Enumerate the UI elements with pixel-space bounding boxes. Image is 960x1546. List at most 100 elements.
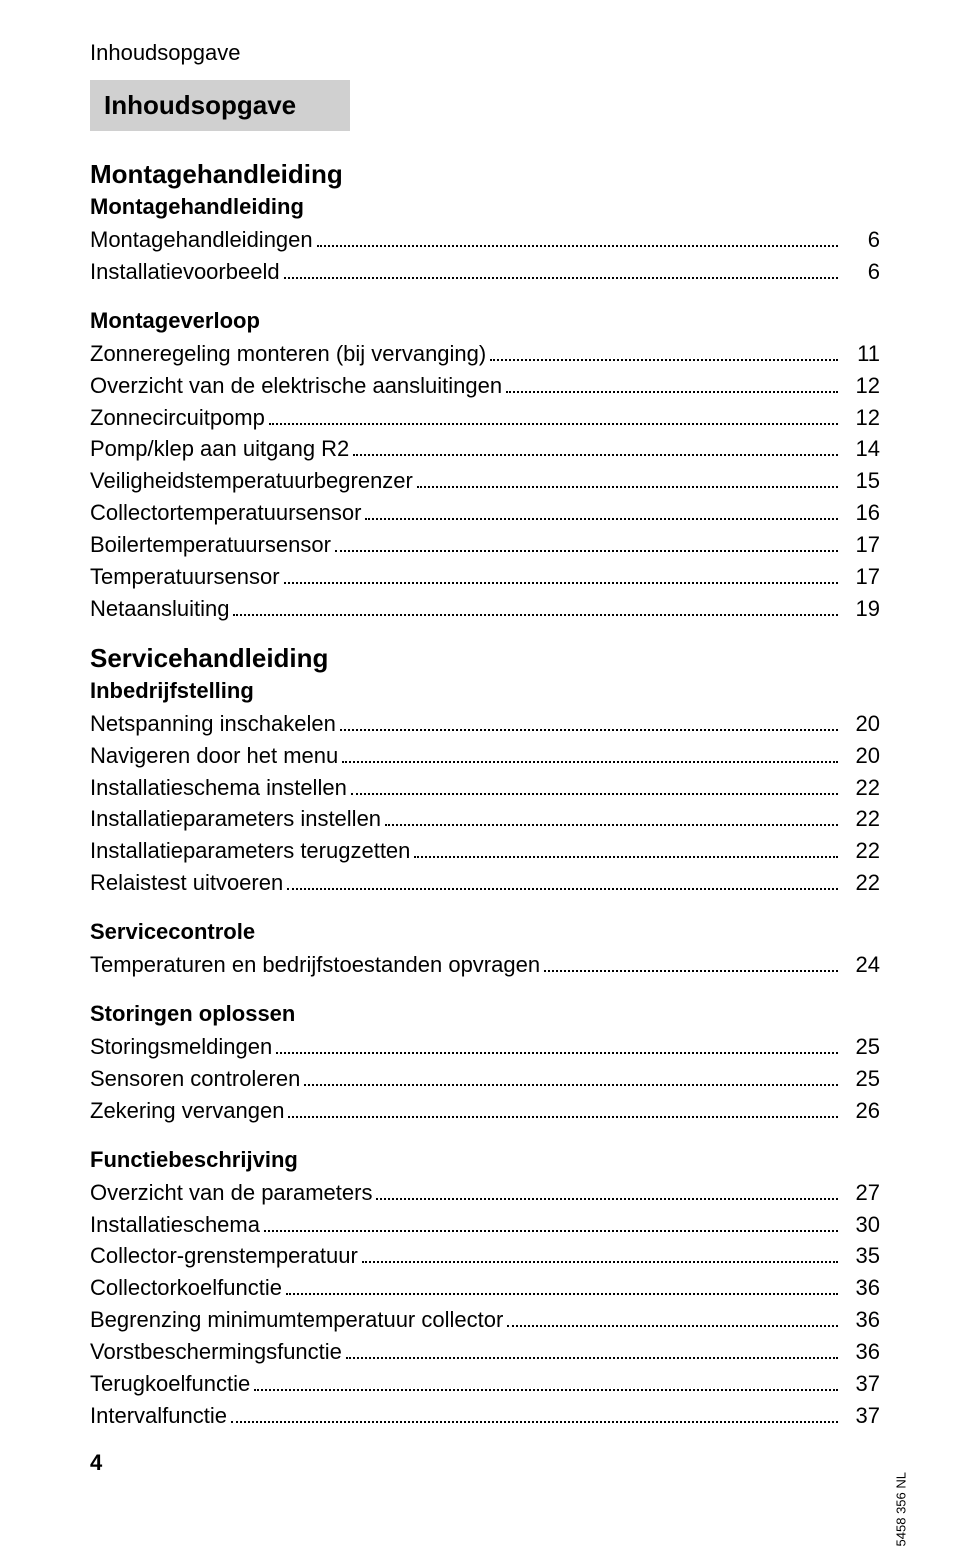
toc-label: Storingsmeldingen — [90, 1031, 272, 1063]
doc-code: 5458 356 NL — [893, 1472, 908, 1546]
toc-dots — [365, 518, 838, 520]
toc-line: Boilertemperatuursensor 17 — [90, 529, 880, 561]
toc-page: 22 — [844, 867, 880, 899]
toc-label: Sensoren controleren — [90, 1063, 300, 1095]
toc-label: Terugkoelfunctie — [90, 1368, 250, 1400]
toc-label: Netaansluiting — [90, 593, 229, 625]
toc-line: Terugkoelfunctie 37 — [90, 1368, 880, 1400]
toc-label: Installatieparameters terugzetten — [90, 835, 410, 867]
toc-line: Installatieparameters instellen 22 — [90, 803, 880, 835]
toc-page: 17 — [844, 529, 880, 561]
page-header: Inhoudsopgave — [90, 40, 880, 66]
toc-dots — [284, 277, 838, 279]
toc-dots — [340, 729, 838, 731]
toc-dots — [414, 856, 838, 858]
toc-dots — [506, 391, 838, 393]
toc-page: 22 — [844, 803, 880, 835]
toc-page: 36 — [844, 1336, 880, 1368]
toc-page: 17 — [844, 561, 880, 593]
page-number: 4 — [90, 1450, 102, 1476]
toc-dots — [490, 359, 838, 361]
toc-page: 36 — [844, 1304, 880, 1336]
toc-label: Veiligheidstemperatuurbegrenzer — [90, 465, 413, 497]
toc-page: 16 — [844, 497, 880, 529]
toc-dots — [385, 824, 838, 826]
toc-line: Installatievoorbeeld6 — [90, 256, 880, 288]
toc-line: Collectortemperatuursensor16 — [90, 497, 880, 529]
toc-dots — [284, 582, 838, 584]
toc-dots — [264, 1230, 838, 1232]
toc-label: Netspanning inschakelen — [90, 708, 336, 740]
toc-page: 24 — [844, 949, 880, 981]
toc-line: Temperaturen en bedrijfstoestanden opvra… — [90, 949, 880, 981]
toc-label: Installatievoorbeeld — [90, 256, 280, 288]
toc-line: Veiligheidstemperatuurbegrenzer 15 — [90, 465, 880, 497]
toc-line: Netaansluiting 19 — [90, 593, 880, 625]
toc-page: 25 — [844, 1031, 880, 1063]
toc-line: Zekering vervangen26 — [90, 1095, 880, 1127]
toc-line: Intervalfunctie37 — [90, 1400, 880, 1432]
toc-line: Begrenzing minimumtemperatuur collector 3… — [90, 1304, 880, 1336]
toc-line: Pomp/klep aan uitgang R2 14 — [90, 433, 880, 465]
toc-line: Zonneregeling monteren (bij vervanging)1… — [90, 338, 880, 370]
toc-line: Installatieparameters terugzetten 22 — [90, 835, 880, 867]
toc-label: Montagehandleidingen — [90, 224, 313, 256]
toc-line: Navigeren door het menu20 — [90, 740, 880, 772]
toc-page: 14 — [844, 433, 880, 465]
toc-dots — [254, 1389, 838, 1391]
toc-page: 22 — [844, 772, 880, 804]
toc-line: Temperatuursensor 17 — [90, 561, 880, 593]
toc-label: Collectorkoelfunctie — [90, 1272, 282, 1304]
toc-page: 22 — [844, 835, 880, 867]
toc-line: Storingsmeldingen 25 — [90, 1031, 880, 1063]
toc-page: 6 — [844, 224, 880, 256]
toc-label: Zonnecircuitpomp — [90, 402, 265, 434]
toc-label: Installatieschema — [90, 1209, 260, 1241]
toc-line: Relaistest uitvoeren 22 — [90, 867, 880, 899]
toc-label: Temperaturen en bedrijfstoestanden opvra… — [90, 949, 540, 981]
toc-dots — [342, 761, 838, 763]
toc-dots — [544, 970, 838, 972]
sub-heading: Functiebeschrijving — [90, 1147, 880, 1173]
toc-label: Boilertemperatuursensor — [90, 529, 331, 561]
toc-line: Installatieschema 30 — [90, 1209, 880, 1241]
toc-line: Netspanning inschakelen 20 — [90, 708, 880, 740]
toc-label: Collector-grenstemperatuur — [90, 1240, 358, 1272]
toc-page: 15 — [844, 465, 880, 497]
section-heading: Servicehandleiding — [90, 643, 880, 674]
sub-heading: Servicecontrole — [90, 919, 880, 945]
title-box: Inhoudsopgave — [90, 80, 350, 131]
toc-dots — [304, 1084, 838, 1086]
toc-page: 20 — [844, 708, 880, 740]
toc-line: Vorstbeschermingsfunctie36 — [90, 1336, 880, 1368]
toc-label: Overzicht van de elektrische aansluiting… — [90, 370, 502, 402]
toc-body: Montagehandleiding Montagehandleiding Mont… — [90, 159, 880, 1432]
toc-page: 27 — [844, 1177, 880, 1209]
toc-dots — [353, 454, 838, 456]
toc-dots — [351, 793, 838, 795]
toc-page: 19 — [844, 593, 880, 625]
toc-dots — [269, 423, 838, 425]
toc-line: Zonnecircuitpomp 12 — [90, 402, 880, 434]
toc-label: Intervalfunctie — [90, 1400, 227, 1432]
toc-label: Relaistest uitvoeren — [90, 867, 283, 899]
toc-dots — [376, 1198, 838, 1200]
toc-line: Montagehandleidingen 6 — [90, 224, 880, 256]
toc-page: 12 — [844, 402, 880, 434]
toc-dots — [417, 486, 838, 488]
toc-page: 30 — [844, 1209, 880, 1241]
toc-label: Overzicht van de parameters — [90, 1177, 372, 1209]
toc-page: 25 — [844, 1063, 880, 1095]
toc-label: Temperatuursensor — [90, 561, 280, 593]
toc-page: 11 — [844, 338, 880, 370]
toc-dots — [287, 888, 838, 890]
toc-label: Pomp/klep aan uitgang R2 — [90, 433, 349, 465]
toc-page: 37 — [844, 1368, 880, 1400]
sub-heading: Montagehandleiding — [90, 194, 880, 220]
toc-dots — [231, 1421, 838, 1423]
section-heading: Montagehandleiding — [90, 159, 880, 190]
toc-label: Installatieparameters instellen — [90, 803, 381, 835]
toc-label: Begrenzing minimumtemperatuur collector — [90, 1304, 503, 1336]
toc-line: Collectorkoelfunctie36 — [90, 1272, 880, 1304]
toc-dots — [288, 1116, 838, 1118]
